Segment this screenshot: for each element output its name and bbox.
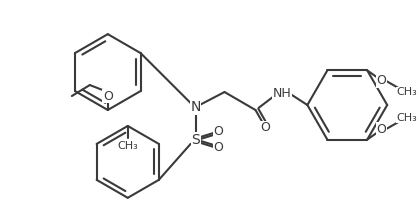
Text: S: S bbox=[191, 133, 200, 147]
Text: CH₃: CH₃ bbox=[117, 141, 138, 151]
Text: O: O bbox=[214, 125, 223, 138]
Text: CH₃: CH₃ bbox=[397, 87, 418, 97]
Text: O: O bbox=[261, 121, 270, 134]
Text: O: O bbox=[103, 89, 113, 102]
Text: O: O bbox=[376, 123, 386, 136]
Text: CH₃: CH₃ bbox=[397, 113, 418, 123]
Text: NH: NH bbox=[273, 86, 292, 99]
Text: O: O bbox=[376, 74, 386, 87]
Text: O: O bbox=[214, 141, 223, 154]
Text: N: N bbox=[190, 100, 201, 114]
